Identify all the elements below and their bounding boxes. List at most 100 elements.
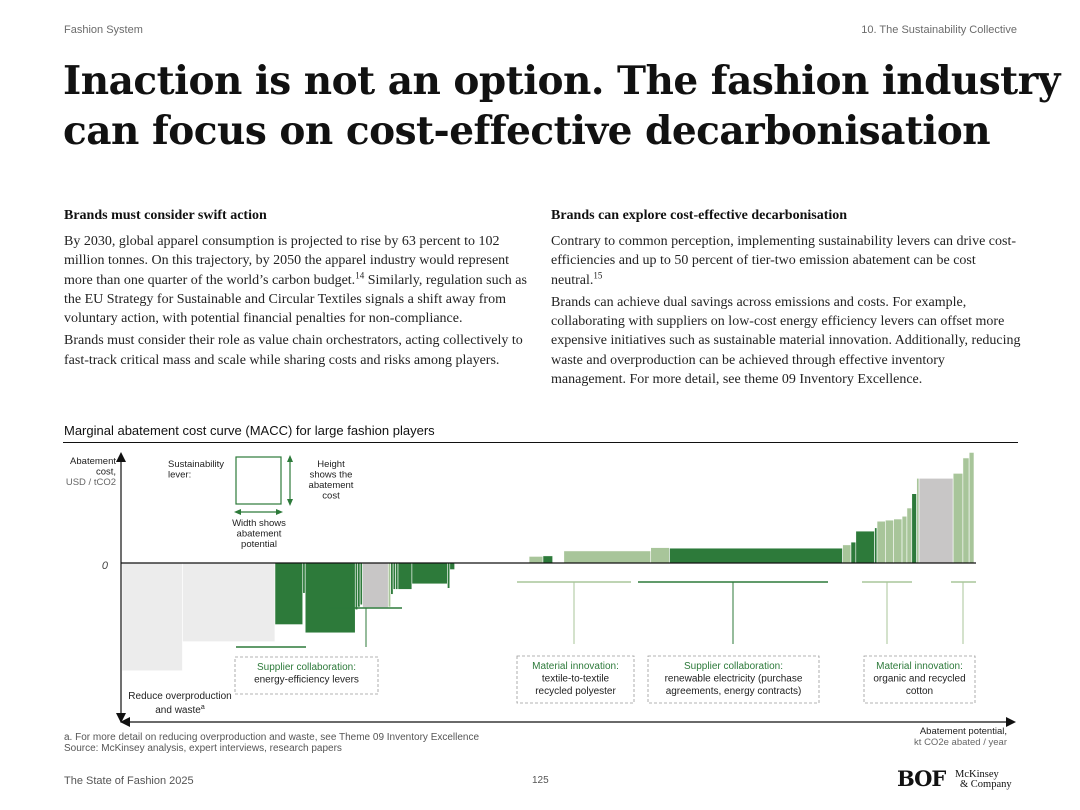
y-axis-label-1: Abatement [70, 456, 116, 467]
macc-bar-12 [392, 562, 396, 590]
annotation-recycled-polyester-line-3: recycled polyester [535, 686, 616, 697]
mckinsey-logo-line-1: McKinsey [955, 769, 999, 780]
macc-bar-9 [362, 562, 389, 608]
legend-height-label-2: shows the [310, 470, 353, 481]
annotation-organic-cotton-line-2: organic and recycled [873, 674, 965, 685]
macc-bar-34 [911, 493, 917, 564]
macc-bar-10 [387, 562, 391, 608]
footnote-ref-15: 15 [593, 269, 603, 280]
y-axis-label-2: cost, [96, 467, 116, 478]
macc-bar-31 [893, 518, 903, 564]
macc-bar-23 [650, 547, 670, 564]
macc-bar-39 [968, 452, 975, 564]
theme-label: 10. The Sustainability Collective [861, 24, 1017, 36]
macc-bar-8 [359, 562, 363, 606]
macc-bar-35 [916, 477, 920, 564]
annotation-renewable-electricity-box [647, 655, 820, 704]
macc-bar-4 [302, 562, 306, 594]
macc-bar-33 [906, 507, 913, 564]
left-heading: Brands must consider swift action [64, 208, 267, 223]
legend-width-arrow-left [234, 509, 241, 515]
y-axis-arrow-down [116, 713, 126, 723]
legend-height-label-3: abatement [309, 480, 354, 491]
left-paragraph-1: By 2030, global apparel consumption is p… [64, 232, 534, 328]
macc-bar-22 [563, 550, 652, 564]
macc-bar-17 [449, 562, 455, 570]
macc-bar-25 [842, 544, 852, 564]
right-column: Brands can explore cost-effective decarb… [551, 208, 1021, 392]
page-title: Inaction is not an option. The fashion i… [63, 56, 1060, 156]
macc-bar-32 [901, 515, 908, 564]
annotation-energy-efficiency-box [234, 656, 379, 695]
annotation-renewable-electricity-line-3: agreements, energy contracts) [666, 686, 802, 697]
macc-bar-11 [390, 562, 394, 595]
legend-width-arrow-right [276, 509, 283, 515]
annotation-overproduction-line-2: and wastea [155, 704, 205, 716]
chart-title: Marginal abatement cost curve (MACC) for… [64, 423, 435, 438]
macc-bar-14 [397, 562, 413, 590]
bars-layer [121, 452, 975, 672]
report-name: The State of Fashion 2025 [64, 775, 194, 787]
macc-bar-2 [182, 562, 276, 642]
right-p1-text: Contrary to common perception, implement… [551, 234, 1016, 288]
mckinsey-logo-line-2: & Company [960, 779, 1012, 790]
legend-height-label-1: Height [317, 459, 345, 470]
legend-height-arrow-up [287, 455, 293, 462]
macc-bar-15 [411, 562, 448, 585]
macc-bar-3 [274, 562, 304, 625]
macc-bar-19 [528, 556, 544, 564]
annotation-recycled-polyester-box [516, 655, 635, 704]
macc-bar-30 [885, 519, 894, 564]
macc-bar-20 [542, 555, 553, 564]
annotation-recycled-polyester-line-1: Material innovation: [532, 661, 619, 672]
left-p1-text: By 2030, global apparel consumption is p… [64, 234, 510, 288]
macc-bar-29 [876, 520, 886, 564]
title-line-1: Inaction is not an option. The fashion i… [63, 58, 1060, 104]
y-axis-label-3: USD / tCO2 [66, 477, 116, 488]
macc-bar-1 [121, 562, 183, 672]
annotation-renewable-electricity-line-2: renewable electricity (purchase [665, 674, 803, 685]
macc-bar-28 [874, 527, 878, 564]
title-line-2: can focus on cost-effective decarbonisat… [63, 108, 991, 154]
annotation-energy-efficiency-line-2: energy-efficiency levers [254, 675, 359, 686]
legend-width-label-2: abatement [237, 529, 282, 540]
x-axis-label-1: Abatement potential, [920, 726, 1007, 737]
legend-lever-label-2: lever: [168, 470, 191, 481]
page-number: 125 [532, 775, 549, 786]
macc-bar-5 [304, 562, 356, 634]
right-paragraph-2: Brands can achieve dual savings across e… [551, 294, 1021, 388]
legend-height-arrow-down [287, 499, 293, 506]
footnote: a. For more detail on reducing overprodu… [64, 732, 480, 743]
left-paragraph-2: Brands must consider their role as value… [64, 333, 523, 368]
section-label: Fashion System [64, 24, 143, 36]
annotation-renewable-electricity-line-1: Supplier collaboration: [684, 661, 783, 672]
macc-bar-7 [357, 562, 361, 608]
macc-bar-38 [962, 457, 970, 564]
annotation-organic-cotton-line-3: cotton [906, 686, 933, 697]
right-paragraph-1: Contrary to common perception, implement… [551, 232, 1021, 290]
left-column: Brands must consider swift action By 203… [64, 208, 534, 373]
annotation-overproduction-line-1: Reduce overproduction [128, 691, 231, 702]
chart-title-rule [63, 442, 1018, 443]
legend-width-label-3: potential [241, 539, 277, 550]
legend-lever-box [235, 456, 282, 505]
legend-lever-label-1: Sustainability [168, 459, 224, 470]
x-axis-arrow-left [120, 717, 130, 727]
x-axis-arrow-right [1006, 717, 1016, 727]
annotation-energy-efficiency-line-1: Supplier collaboration: [257, 662, 356, 673]
macc-bar-26 [850, 541, 857, 564]
source-note: Source: McKinsey analysis, expert interv… [64, 743, 342, 754]
annotation-overproduction-sup: a [201, 704, 205, 711]
macc-bar-37 [952, 473, 964, 564]
right-heading: Brands can explore cost-effective decarb… [551, 208, 848, 223]
x-axis-label-2: kt CO2e abated / year [914, 737, 1007, 748]
zero-label: 0 [102, 560, 109, 572]
legend-height-label-4: cost [322, 491, 340, 502]
macc-bar-27 [855, 530, 875, 564]
annotations-layer: Reduce overproduction and wastea Supplier … [128, 581, 976, 716]
mckinsey-logo: McKinsey & Company [955, 769, 1012, 790]
macc-bar-24 [669, 547, 843, 564]
macc-bar-13 [395, 562, 399, 590]
